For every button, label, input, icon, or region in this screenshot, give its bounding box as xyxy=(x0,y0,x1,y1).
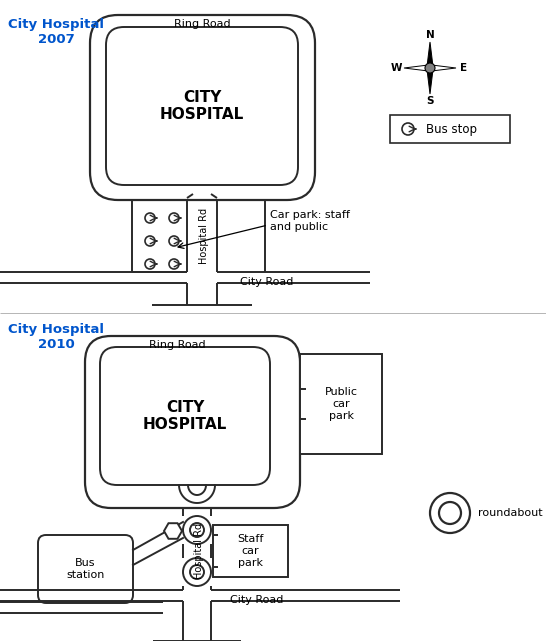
Circle shape xyxy=(190,523,204,537)
Circle shape xyxy=(145,213,155,223)
Text: Public
car
park: Public car park xyxy=(324,387,358,420)
Text: Ring Road: Ring Road xyxy=(149,340,206,350)
Text: Hospital Rd: Hospital Rd xyxy=(199,208,209,264)
Text: CITY
HOSPITAL: CITY HOSPITAL xyxy=(143,400,227,432)
Polygon shape xyxy=(427,42,433,68)
FancyBboxPatch shape xyxy=(38,535,133,603)
Circle shape xyxy=(169,259,179,269)
Text: Staff
car
park: Staff car park xyxy=(238,535,264,567)
Text: City Road: City Road xyxy=(240,277,294,287)
FancyBboxPatch shape xyxy=(85,336,300,508)
FancyBboxPatch shape xyxy=(100,347,270,485)
Circle shape xyxy=(145,259,155,269)
Polygon shape xyxy=(427,68,433,94)
Polygon shape xyxy=(430,65,456,71)
Bar xyxy=(213,525,288,577)
Circle shape xyxy=(439,502,461,524)
Text: S: S xyxy=(426,96,434,106)
FancyBboxPatch shape xyxy=(106,27,298,185)
Circle shape xyxy=(183,558,211,586)
Text: N: N xyxy=(426,30,435,40)
Text: CITY
HOSPITAL: CITY HOSPITAL xyxy=(160,90,244,122)
Text: Car park: staff
and public: Car park: staff and public xyxy=(270,210,350,231)
Text: City Road: City Road xyxy=(230,595,284,605)
Circle shape xyxy=(169,236,179,246)
Polygon shape xyxy=(404,65,430,71)
Circle shape xyxy=(145,236,155,246)
FancyBboxPatch shape xyxy=(90,15,315,200)
Text: W: W xyxy=(390,63,402,73)
Text: Bus stop: Bus stop xyxy=(426,122,477,135)
Circle shape xyxy=(190,565,204,579)
Circle shape xyxy=(169,213,179,223)
Circle shape xyxy=(425,63,435,73)
Text: Ring Road: Ring Road xyxy=(174,19,231,29)
Text: City Hospital
2007: City Hospital 2007 xyxy=(8,18,104,46)
Text: City Hospital
2010: City Hospital 2010 xyxy=(8,323,104,351)
Polygon shape xyxy=(164,523,182,539)
Bar xyxy=(390,115,510,143)
Text: Hospital Rd: Hospital Rd xyxy=(194,523,204,579)
Text: Bus
station: Bus station xyxy=(66,558,105,580)
Circle shape xyxy=(430,493,470,533)
Circle shape xyxy=(402,123,414,135)
Text: E: E xyxy=(460,63,467,73)
Circle shape xyxy=(183,516,211,544)
Bar xyxy=(300,354,382,454)
Text: roundabout: roundabout xyxy=(478,508,543,518)
